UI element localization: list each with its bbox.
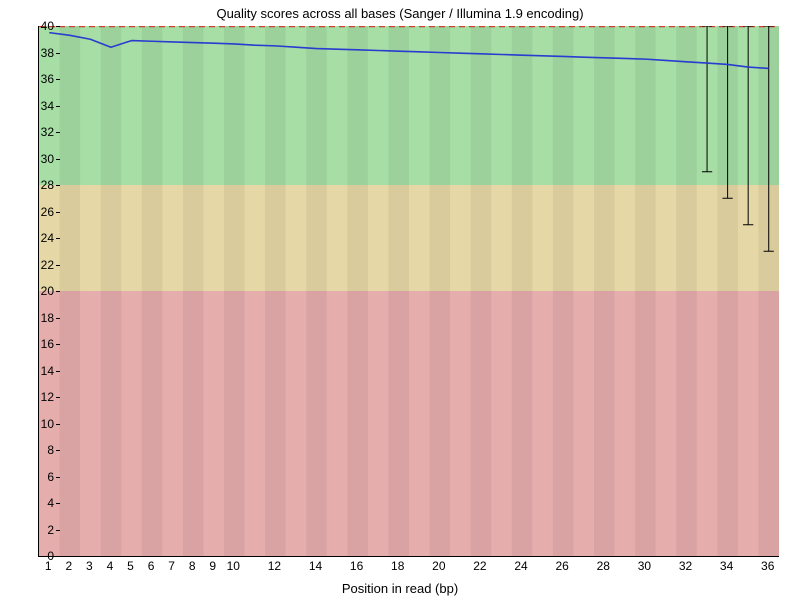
y-tick: 18 bbox=[24, 311, 54, 325]
y-tick: 40 bbox=[24, 19, 54, 33]
y-tick: 12 bbox=[24, 390, 54, 404]
x-tick: 22 bbox=[473, 559, 486, 573]
quality-band-yellow bbox=[39, 26, 779, 556]
x-tick: 30 bbox=[638, 559, 651, 573]
x-tick: 26 bbox=[555, 559, 568, 573]
y-tick: 4 bbox=[24, 496, 54, 510]
y-tick: 32 bbox=[24, 125, 54, 139]
x-tick: 4 bbox=[107, 559, 114, 573]
y-tick: 24 bbox=[24, 231, 54, 245]
mean-quality-line bbox=[39, 26, 779, 556]
x-tick: 5 bbox=[127, 559, 134, 573]
x-tick: 9 bbox=[209, 559, 216, 573]
chart-container: Quality scores across all bases (Sanger … bbox=[0, 0, 800, 600]
x-tick: 16 bbox=[350, 559, 363, 573]
x-tick: 24 bbox=[514, 559, 527, 573]
x-tick: 14 bbox=[309, 559, 322, 573]
y-tick: 14 bbox=[24, 364, 54, 378]
x-tick: 7 bbox=[168, 559, 175, 573]
y-tick: 30 bbox=[24, 152, 54, 166]
x-tick: 1 bbox=[45, 559, 52, 573]
y-tick: 38 bbox=[24, 46, 54, 60]
x-tick: 18 bbox=[391, 559, 404, 573]
x-tick: 10 bbox=[227, 559, 240, 573]
y-tick: 22 bbox=[24, 258, 54, 272]
x-tick: 3 bbox=[86, 559, 93, 573]
y-tick: 20 bbox=[24, 284, 54, 298]
whisker-layer bbox=[39, 26, 779, 556]
y-tick: 36 bbox=[24, 72, 54, 86]
top-dashed-line bbox=[39, 26, 779, 556]
y-tick: 26 bbox=[24, 205, 54, 219]
x-tick: 20 bbox=[432, 559, 445, 573]
y-tick: 34 bbox=[24, 99, 54, 113]
y-tick: 8 bbox=[24, 443, 54, 457]
x-tick: 6 bbox=[148, 559, 155, 573]
quality-band-red bbox=[39, 26, 779, 556]
x-axis-label: Position in read (bp) bbox=[0, 581, 800, 596]
plot-area bbox=[38, 26, 779, 557]
y-tick: 6 bbox=[24, 470, 54, 484]
x-tick: 8 bbox=[189, 559, 196, 573]
x-tick: 32 bbox=[679, 559, 692, 573]
y-tick: 16 bbox=[24, 337, 54, 351]
x-tick: 36 bbox=[761, 559, 774, 573]
chart-title: Quality scores across all bases (Sanger … bbox=[0, 6, 800, 21]
y-tick: 2 bbox=[24, 523, 54, 537]
alt-column-stripes bbox=[39, 26, 779, 556]
x-tick: 2 bbox=[65, 559, 72, 573]
x-tick: 12 bbox=[268, 559, 281, 573]
y-tick: 28 bbox=[24, 178, 54, 192]
x-tick: 34 bbox=[720, 559, 733, 573]
y-tick: 10 bbox=[24, 417, 54, 431]
quality-band-green bbox=[39, 26, 779, 556]
x-tick: 28 bbox=[597, 559, 610, 573]
